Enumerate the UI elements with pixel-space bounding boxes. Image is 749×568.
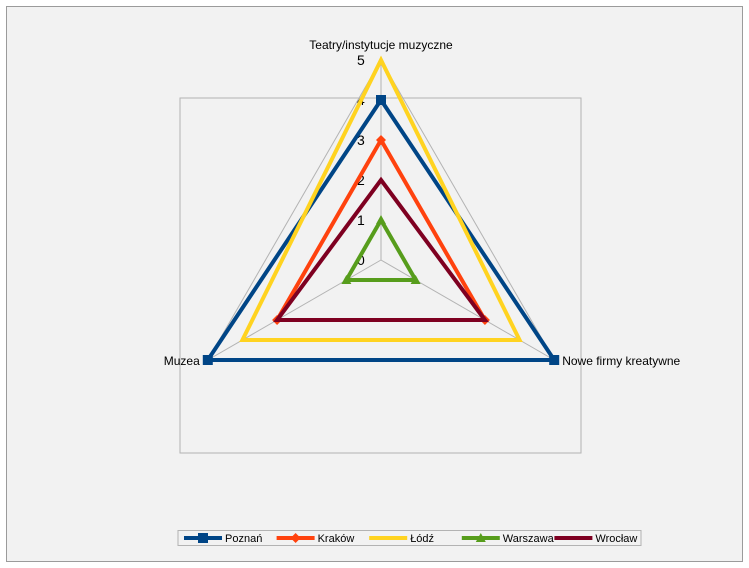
legend-label: Wrocław [595, 533, 637, 545]
legend-item: Warszawa [461, 533, 555, 545]
data-point [549, 355, 560, 365]
data-point [341, 275, 352, 284]
legend-marker [290, 533, 301, 543]
data-point [202, 355, 213, 365]
legend-item: Poznań [184, 533, 262, 545]
axis-label: Muzea [164, 354, 200, 368]
data-point [376, 215, 386, 224]
data-point [376, 135, 386, 145]
radial-tick-label: 0 [357, 252, 365, 268]
radial-tick-label: 3 [357, 132, 365, 148]
legend-label: Łódź [410, 533, 434, 545]
legend-label: Poznań [225, 533, 262, 545]
data-point [410, 275, 421, 284]
legend: Poznań Kraków Łódź Warszawa Wrocław [177, 530, 642, 546]
legend-marker [475, 533, 486, 542]
legend-item: Łódź [369, 533, 434, 545]
data-point [376, 95, 386, 105]
series-Warszawa [341, 215, 421, 284]
grid-spoke [380, 259, 555, 361]
category-axis-labels: Teatry/instytucje muzyczne Nowe firmy kre… [164, 38, 681, 368]
series-Łódź [239, 55, 523, 342]
radial-tick-label: 5 [357, 52, 365, 68]
radial-tick-label: 2 [357, 172, 365, 188]
series-line [273, 176, 489, 322]
legend-marker [198, 533, 208, 543]
axis-label: Nowe firmy kreatywne [562, 354, 680, 368]
legend-label: Kraków [318, 533, 355, 545]
series-line [239, 55, 523, 342]
series-Wrocław [273, 176, 489, 322]
legend-label: Warszawa [503, 533, 555, 545]
chart-area [6, 6, 743, 562]
legend-item: Wrocław [554, 533, 637, 545]
radial-tick-label: 1 [357, 212, 365, 228]
series-lines [202, 55, 560, 365]
series-Poznań [202, 95, 560, 365]
series-line [204, 96, 558, 362]
series-line [342, 216, 420, 282]
legend-box [177, 530, 642, 546]
axis-label: Teatry/instytucje muzyczne [309, 38, 453, 52]
legend-item: Kraków [276, 533, 355, 545]
grid-spoke [207, 259, 382, 361]
